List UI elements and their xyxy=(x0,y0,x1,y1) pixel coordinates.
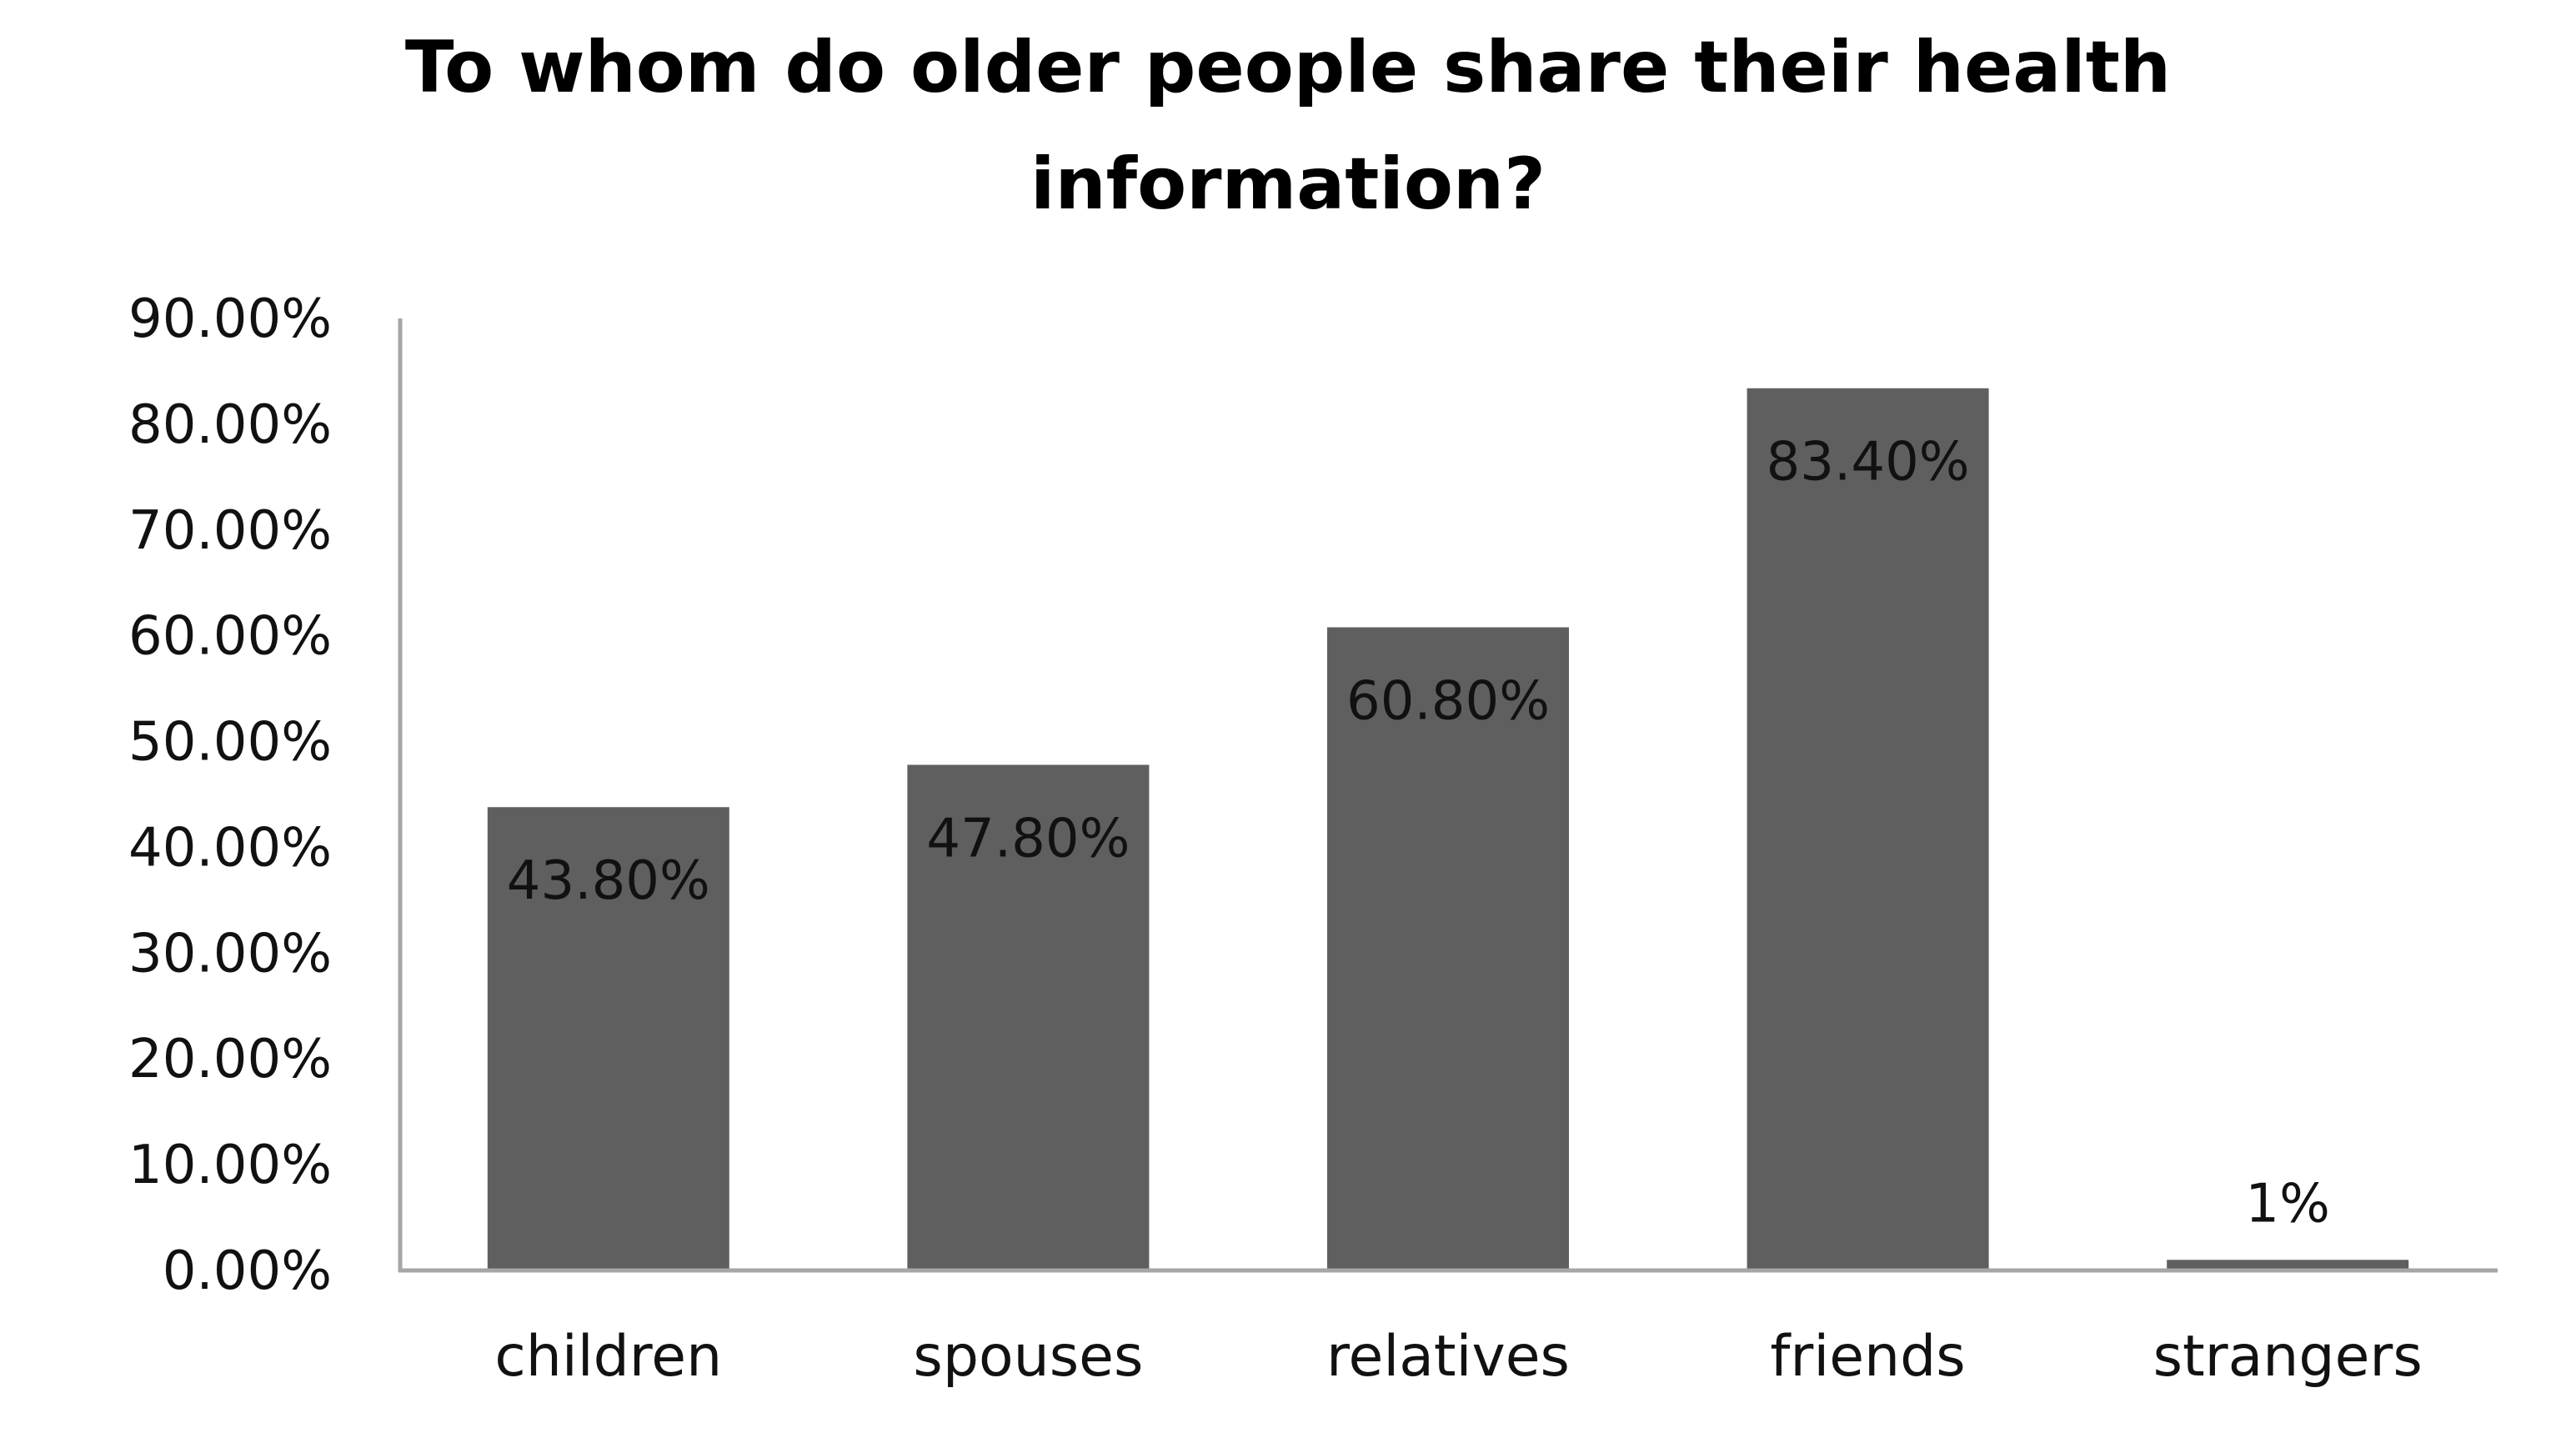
y-tick-label: 0.00% xyxy=(163,1240,332,1302)
y-tick-label: 10.00% xyxy=(128,1135,332,1196)
y-tick-label: 50.00% xyxy=(128,712,332,774)
plot-area: 0.00% 10.00% 20.00% 30.00% 40.00% 50.00% 60.00… xyxy=(128,288,2498,1390)
chart-title-line-2: information? xyxy=(1030,143,1546,226)
bar-spouses xyxy=(907,764,1150,1270)
category-label-children: children xyxy=(494,1324,722,1390)
data-label-children: 43.80% xyxy=(507,850,710,912)
y-tick-label: 80.00% xyxy=(128,394,332,456)
data-label-relatives: 60.80% xyxy=(1346,671,1550,733)
y-tick-label: 30.00% xyxy=(128,923,332,985)
y-tick-label: 40.00% xyxy=(128,817,332,879)
data-label-friends: 83.40% xyxy=(1767,432,1970,494)
data-label-strangers: 1% xyxy=(2245,1173,2330,1235)
bar-friends xyxy=(1747,388,1989,1270)
category-label-relatives: relatives xyxy=(1326,1324,1570,1390)
category-label-strangers: strangers xyxy=(2153,1324,2423,1390)
category-label-spouses: spouses xyxy=(913,1324,1143,1390)
y-tick-label: 90.00% xyxy=(128,288,332,350)
bar-children xyxy=(487,807,729,1270)
chart-title-line-1: To whom do older people share their heal… xyxy=(405,26,2171,109)
y-tick-label: 20.00% xyxy=(128,1029,332,1090)
data-label-spouses: 47.80% xyxy=(926,808,1130,869)
bar-relatives xyxy=(1327,627,1569,1270)
y-tick-label: 70.00% xyxy=(128,500,332,562)
category-label-friends: friends xyxy=(1770,1324,1965,1390)
bar-strangers xyxy=(2167,1260,2409,1270)
y-tick-label: 60.00% xyxy=(128,606,332,668)
